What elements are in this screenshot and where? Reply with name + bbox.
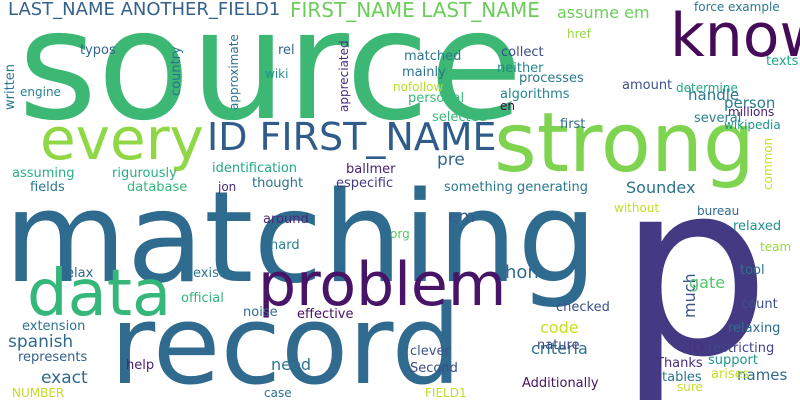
word: mainly <box>402 65 446 80</box>
word: relax <box>61 266 94 281</box>
word: en <box>500 99 515 113</box>
word: first <box>560 117 586 132</box>
word: assume em <box>557 3 650 22</box>
word: tool <box>740 263 765 278</box>
word: case <box>264 386 292 400</box>
word: algorithms <box>500 87 570 102</box>
word: several <box>694 111 742 126</box>
word: NUMBER <box>12 386 65 400</box>
word: database <box>127 180 188 195</box>
word: every <box>40 105 204 173</box>
word: nofollow <box>393 80 444 94</box>
word: relaxed <box>733 219 782 234</box>
word: LAST_NAME ANOTHER_FIELD1 <box>8 0 281 20</box>
word: Soundex <box>626 178 696 197</box>
word: wiki <box>265 67 289 81</box>
word: texts <box>766 54 799 69</box>
word: effective <box>297 307 354 322</box>
word: FIRST_NAME LAST_NAME <box>290 0 540 22</box>
word: em <box>448 207 476 227</box>
word: relaxing <box>728 321 781 336</box>
word: appreciated <box>337 40 351 112</box>
word: exists <box>193 266 231 281</box>
word: around <box>263 212 309 227</box>
word: ID <box>688 338 704 356</box>
word: pre <box>437 150 465 170</box>
word: approximate <box>227 34 241 110</box>
word: data <box>27 257 172 331</box>
word: help <box>126 358 155 373</box>
word: wikipedia <box>724 118 781 132</box>
word: nature <box>537 338 580 353</box>
word: names <box>737 366 788 384</box>
word: jon <box>218 180 237 194</box>
word: bureau <box>697 204 740 218</box>
word: restricting <box>708 341 775 356</box>
word: identification <box>212 161 298 176</box>
word: common <box>761 137 775 190</box>
word: matching <box>4 164 598 311</box>
word: personal <box>408 91 465 106</box>
word: team <box>760 240 792 254</box>
word: assuming <box>12 166 75 181</box>
word: record <box>110 281 462 400</box>
word: hard <box>270 238 300 253</box>
word: selected <box>432 110 487 125</box>
word: person <box>724 94 776 112</box>
word: handle <box>688 86 740 104</box>
word: rigurously <box>112 166 177 181</box>
word: exact <box>41 368 88 388</box>
word: country <box>169 46 184 96</box>
word: thought <box>252 176 304 191</box>
word: amount <box>622 78 673 93</box>
word: know <box>670 1 800 71</box>
word: without <box>614 201 660 215</box>
word: criteria <box>531 339 588 358</box>
word: collect <box>501 45 544 60</box>
word: jhon <box>500 262 539 283</box>
word: support <box>708 353 758 368</box>
word: Second <box>410 361 458 376</box>
word: ballmer <box>346 162 396 177</box>
word: FIELD1 <box>425 386 467 400</box>
word: Thanks <box>656 356 703 371</box>
word: fields <box>30 180 65 195</box>
word: tables <box>662 370 702 385</box>
word: problem <box>258 250 507 320</box>
word: neither <box>497 61 544 76</box>
word: href <box>567 27 591 41</box>
word: source <box>18 0 523 154</box>
word: spanish <box>8 332 74 352</box>
word: Additionally <box>522 376 599 391</box>
word: determine <box>676 81 738 95</box>
word: engine <box>20 85 61 99</box>
word: especific <box>336 176 394 191</box>
word: p <box>618 130 771 400</box>
word: represents <box>18 350 88 365</box>
word: matched <box>404 49 462 64</box>
word: code <box>540 318 579 337</box>
word: arises <box>711 367 750 382</box>
word: processes <box>519 71 584 86</box>
word: gate <box>689 273 726 292</box>
word: typos <box>80 43 116 58</box>
word: sure <box>677 380 703 394</box>
word: force example <box>694 0 780 14</box>
word: written <box>3 63 18 110</box>
word: count <box>741 297 778 312</box>
word: strong <box>494 96 755 191</box>
word: need <box>271 355 311 374</box>
word: checked <box>556 300 610 315</box>
word: official <box>181 291 224 306</box>
word: rel <box>278 43 295 58</box>
word: something generating <box>444 180 588 195</box>
word: noise <box>243 305 278 320</box>
word: org <box>390 227 410 241</box>
word: millions <box>728 105 775 119</box>
word: extension <box>22 319 86 334</box>
word: clever <box>410 344 450 359</box>
word: ID FIRST_NAME <box>207 115 497 159</box>
